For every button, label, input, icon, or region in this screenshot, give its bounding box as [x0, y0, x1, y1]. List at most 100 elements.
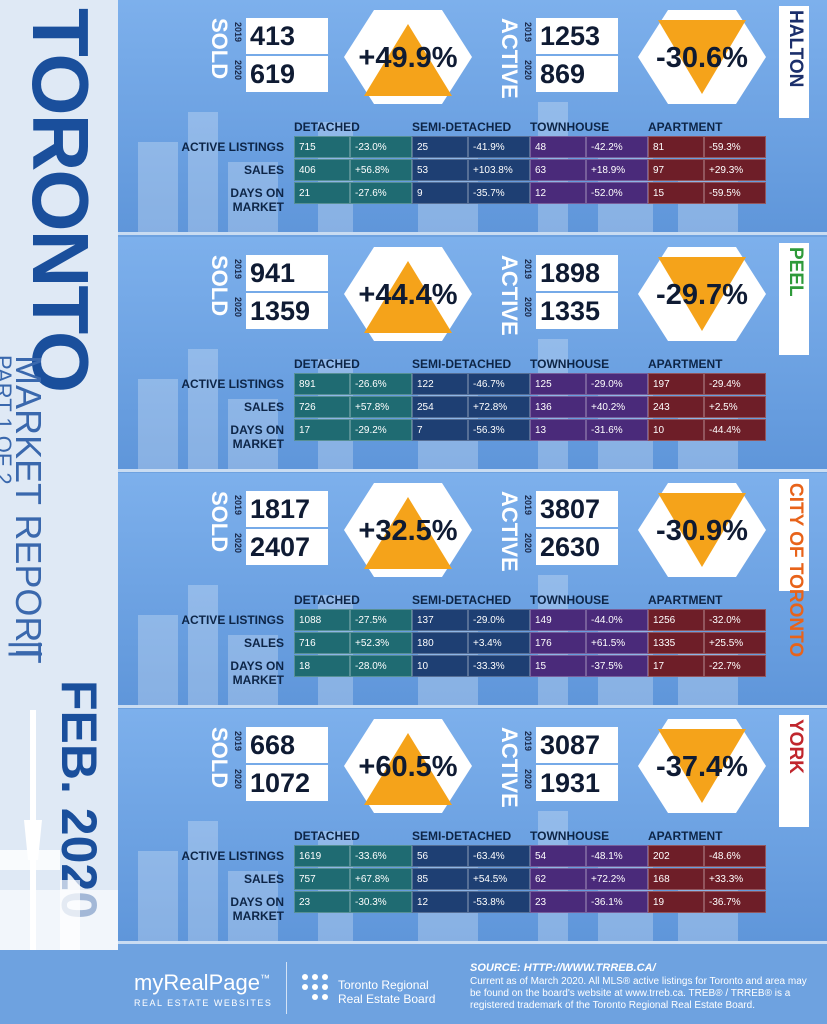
table-cell: +56.8% — [350, 159, 412, 181]
category-header: APARTMENT — [648, 829, 723, 843]
table-cell: 1335 — [648, 632, 704, 654]
trreb-logo-icon — [302, 974, 328, 1000]
table-cell: -59.3% — [704, 136, 766, 158]
table-cell: -48.6% — [704, 845, 766, 867]
table-cell: -36.1% — [586, 891, 648, 913]
row-label: SALES — [243, 872, 284, 886]
table-cell: -29.4% — [704, 373, 766, 395]
active-change-hex: -30.9% — [634, 479, 770, 581]
row-label: SALES — [243, 400, 284, 414]
year-2019: 2019 — [233, 22, 243, 43]
myrealpage-logo[interactable]: myRealPage™ — [134, 970, 270, 996]
table-cell: 726 — [294, 396, 350, 418]
table-cell: 406 — [294, 159, 350, 181]
footer-note: Current as of March 2020. All MLS® activ… — [470, 976, 807, 1011]
sold-change-hex: +60.5% — [340, 715, 476, 817]
table-cell: -27.6% — [350, 182, 412, 204]
active-label: ACTIVE — [497, 18, 522, 99]
logo1-text: myRealPage — [134, 970, 260, 995]
table-cell: 18 — [294, 655, 350, 677]
sold-2020-value: 619 — [246, 56, 328, 92]
region-panel: HALTON SOLD 2019 2020 413 619 +49.9% ACT… — [118, 0, 827, 235]
table-cell: -53.8% — [468, 891, 530, 913]
table-cell: -52.0% — [586, 182, 648, 204]
table-cell: -27.5% — [350, 609, 412, 631]
table-cell: 56 — [412, 845, 468, 867]
active-label: ACTIVE — [497, 491, 522, 572]
category-header: TOWNHOUSE — [530, 829, 610, 843]
active-change-hex: -37.4% — [634, 715, 770, 817]
year-2020: 2020 — [523, 60, 533, 81]
table-cell: -29.2% — [350, 419, 412, 441]
category-header: APARTMENT — [648, 593, 723, 607]
row-label: ACTIVE LISTINGS — [181, 377, 284, 391]
row-label: ACTIVE LISTINGS — [181, 849, 284, 863]
source-link[interactable]: SOURCE: HTTP://WWW.TRREB.CA/ — [470, 962, 656, 974]
year-2019: 2019 — [233, 259, 243, 280]
table-cell: +29.3% — [704, 159, 766, 181]
sidebar-title: TORONTO — [16, 8, 105, 392]
table-cell: 149 — [530, 609, 586, 631]
table-cell: +33.3% — [704, 868, 766, 890]
active-label-wrap: ACTIVE — [497, 16, 522, 99]
table-cell: -48.1% — [586, 845, 648, 867]
sold-change-value: +44.4% — [358, 279, 458, 311]
sold-2020-value: 1072 — [246, 765, 328, 801]
year-col: 2019 2020 — [230, 253, 244, 331]
table-cell: +103.8% — [468, 159, 530, 181]
sidebar-banner: TORONTO MARKET REPORT PART 1 OF 2 || FEB… — [0, 0, 118, 950]
year-2020: 2020 — [523, 769, 533, 790]
sold-2019-value: 668 — [246, 727, 328, 763]
year-col: 2019 2020 — [520, 725, 534, 803]
active-change-value: -30.6% — [656, 42, 748, 74]
table-cell: 1256 — [648, 609, 704, 631]
row-label: ACTIVE LISTINGS — [181, 613, 284, 627]
hexagon-icon — [638, 10, 766, 104]
table-cell: 716 — [294, 632, 350, 654]
table-cell: 23 — [294, 891, 350, 913]
category-header: TOWNHOUSE — [530, 357, 610, 371]
region-name: HALTON — [785, 10, 806, 88]
region-tab: PEEL — [779, 243, 809, 355]
table-cell: -42.2% — [586, 136, 648, 158]
table-cell: 715 — [294, 136, 350, 158]
table-cell: 15 — [648, 182, 704, 204]
year-2019: 2019 — [523, 22, 533, 43]
year-2020: 2020 — [233, 533, 243, 554]
row-label: SALES — [243, 163, 284, 177]
footer-divider — [286, 962, 287, 1014]
table-cell: 1619 — [294, 845, 350, 867]
table-cell: 23 — [530, 891, 586, 913]
table-cell: -46.7% — [468, 373, 530, 395]
category-header: DETACHED — [294, 120, 360, 134]
sidebar-part: PART 1 OF 2 — [0, 355, 16, 485]
year-2020: 2020 — [233, 769, 243, 790]
table-cell: 62 — [530, 868, 586, 890]
table-cell: -41.9% — [468, 136, 530, 158]
table-cell: 21 — [294, 182, 350, 204]
table-cell: 176 — [530, 632, 586, 654]
table-cell: +61.5% — [586, 632, 648, 654]
row-label: DAYS ON MARKET — [230, 895, 284, 923]
active-change-hex: -29.7% — [634, 243, 770, 345]
table-cell: -23.0% — [350, 136, 412, 158]
region-tab: YORK — [779, 715, 809, 827]
active-stat: ACTIVE 2019 2020 3087 1931 — [497, 725, 618, 808]
table-cell: 12 — [412, 891, 468, 913]
trreb-name-line1: Toronto Regional — [338, 978, 429, 992]
table-cell: -28.0% — [350, 655, 412, 677]
sold-label-wrap: SOLD — [207, 489, 232, 567]
year-2019: 2019 — [233, 731, 243, 752]
category-header: DETACHED — [294, 357, 360, 371]
category-header: APARTMENT — [648, 357, 723, 371]
sold-label: SOLD — [207, 18, 232, 80]
active-stat: ACTIVE 2019 2020 1253 869 — [497, 16, 618, 99]
sold-stat: SOLD 2019 2020 668 1072 — [207, 725, 328, 803]
active-change-value: -37.4% — [656, 751, 748, 783]
active-2020-value: 869 — [536, 56, 618, 92]
sold-change-value: +60.5% — [358, 751, 458, 783]
active-2020-value: 2630 — [536, 529, 618, 565]
category-header: TOWNHOUSE — [530, 120, 610, 134]
hexagon-icon — [638, 247, 766, 341]
table-cell: 125 — [530, 373, 586, 395]
